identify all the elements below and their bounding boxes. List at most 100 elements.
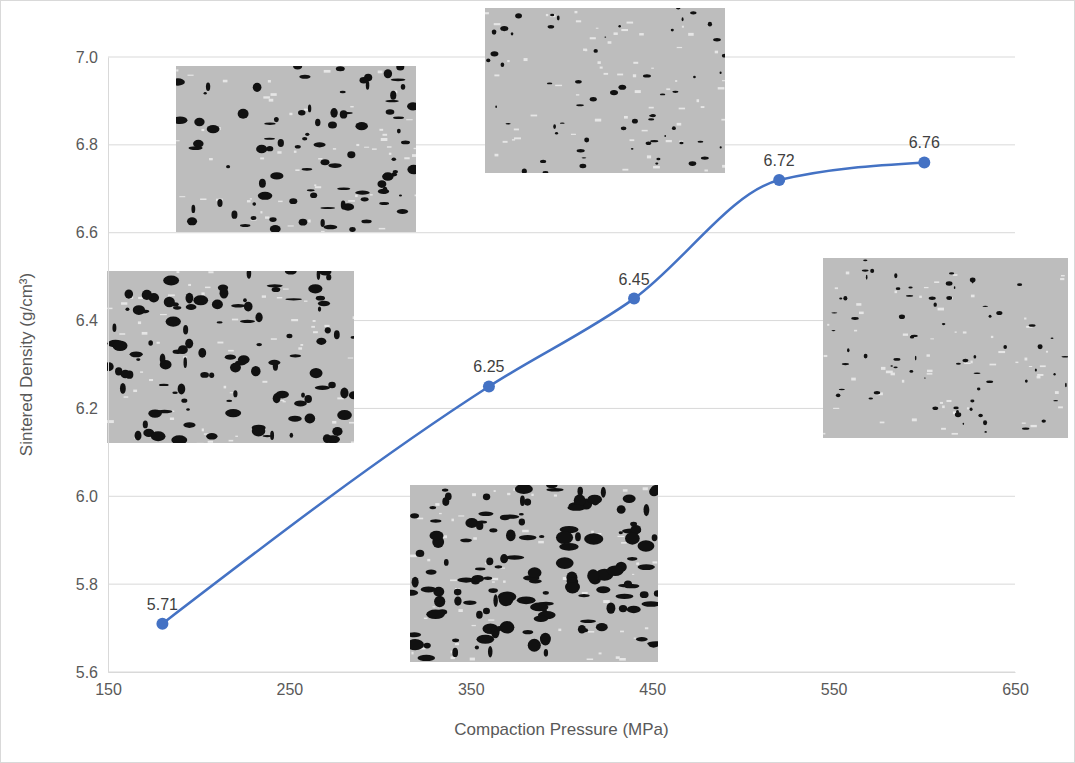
micrograph-speck <box>133 390 137 392</box>
micrograph-pore <box>302 168 313 171</box>
micrograph-pore <box>360 77 369 84</box>
micrograph-speck <box>524 58 528 61</box>
micrograph-pore <box>643 504 649 516</box>
micrograph-speck <box>1024 318 1026 320</box>
micrograph-speck <box>381 138 388 141</box>
micrograph-speck <box>1037 376 1041 379</box>
micrograph-speck <box>427 559 430 561</box>
micrograph-pore <box>410 639 424 650</box>
micrograph-speck <box>415 195 416 197</box>
micrograph-speck <box>531 494 533 496</box>
micrograph-pore <box>575 80 582 84</box>
micrograph-pore <box>623 495 636 503</box>
micrograph-pore <box>231 210 237 218</box>
micrograph-pore <box>632 119 638 124</box>
micrograph-pore <box>217 304 221 308</box>
micrograph-pore <box>397 209 408 214</box>
grid-line <box>108 672 1015 673</box>
micrograph-speck <box>627 22 634 24</box>
micrograph-pore <box>328 121 337 128</box>
micrograph-pore <box>251 366 261 376</box>
micrograph-speck <box>919 296 922 298</box>
micrograph-speck <box>598 61 601 64</box>
micrograph-pore <box>587 569 599 582</box>
micrograph-speck <box>630 139 635 141</box>
micrograph-speck <box>608 41 612 44</box>
micrograph-speck <box>1060 278 1064 280</box>
micrograph-pore <box>643 74 651 77</box>
micrograph-pore <box>540 633 551 646</box>
micrograph-pore <box>566 579 576 583</box>
micrograph-speck <box>955 331 957 332</box>
micrograph-pore <box>340 110 348 118</box>
micrograph-pore <box>862 269 869 271</box>
micrograph-speck <box>634 638 636 639</box>
micrograph-pore <box>1022 428 1029 430</box>
micrograph-pore <box>530 603 548 612</box>
micrograph-speck <box>217 342 223 344</box>
micrograph-speck <box>201 129 204 131</box>
x-tick: 150 <box>95 672 122 698</box>
y-tick-label: 5.6 <box>76 664 98 681</box>
micrograph-speck <box>308 220 310 223</box>
micrograph-pore <box>391 78 406 81</box>
micrograph-speck <box>927 370 933 372</box>
micrograph-speck <box>963 331 967 333</box>
micrograph-pore <box>200 372 209 378</box>
micrograph-speck <box>614 32 618 35</box>
micrograph-pore <box>528 567 542 578</box>
micrograph-pore <box>906 295 913 297</box>
micrograph-speck <box>372 148 377 149</box>
micrograph-pore <box>267 284 283 287</box>
micrograph-pore <box>125 289 134 298</box>
micrograph-speck <box>576 94 579 95</box>
micrograph-pore <box>334 330 340 339</box>
micrograph-pore <box>130 351 143 357</box>
micrograph-speck <box>300 344 303 346</box>
micrograph-pore <box>970 408 973 411</box>
marker <box>918 156 930 168</box>
micrograph-pore <box>839 298 842 300</box>
micrograph-speck <box>895 291 898 294</box>
micrograph-speck <box>636 562 639 564</box>
micrograph-speck <box>704 170 707 172</box>
micrograph-speck <box>620 631 624 633</box>
x-tick-label: 350 <box>458 681 485 698</box>
micrograph-pore <box>324 225 338 230</box>
micrograph-speck <box>470 658 475 661</box>
micrograph-pore <box>170 302 178 306</box>
micrograph-speck <box>124 396 129 397</box>
micrograph-pore <box>337 410 352 420</box>
micrograph-speck <box>576 20 581 22</box>
micrograph-speck <box>324 70 331 73</box>
micrograph-speck <box>179 196 185 197</box>
micrograph-pore <box>1042 419 1046 422</box>
micrograph-speck <box>938 308 944 311</box>
micrograph-pore <box>310 368 323 378</box>
micrograph-pore <box>176 116 187 124</box>
micrograph-speck <box>927 373 933 375</box>
micrograph-pore <box>240 224 250 227</box>
micrograph-speck <box>356 144 359 146</box>
micrograph-pore <box>713 38 721 41</box>
micrograph-pore <box>893 358 900 361</box>
micrograph-pore <box>452 648 458 657</box>
micrograph-pore <box>290 433 294 438</box>
micrograph-speck <box>404 157 409 159</box>
micrograph-pore <box>493 594 498 607</box>
micrograph-speck <box>269 99 274 102</box>
micrograph-speck <box>177 271 180 273</box>
micrograph-pore <box>120 383 126 394</box>
micrograph-pore <box>143 420 148 428</box>
micrograph-pore <box>160 353 166 364</box>
micrograph-pore <box>206 433 217 440</box>
micrograph-speck <box>485 12 489 14</box>
micrograph-pore <box>579 164 586 168</box>
micrograph-pore <box>596 586 610 593</box>
micrograph-pore <box>578 594 589 597</box>
micrograph-speck <box>138 321 141 324</box>
micrograph-pore <box>172 391 177 394</box>
micrograph-pore <box>342 112 353 114</box>
chart: 1502503504505506505.65.86.06.26.46.66.87… <box>0 0 1075 763</box>
micrograph-speck <box>291 319 298 321</box>
